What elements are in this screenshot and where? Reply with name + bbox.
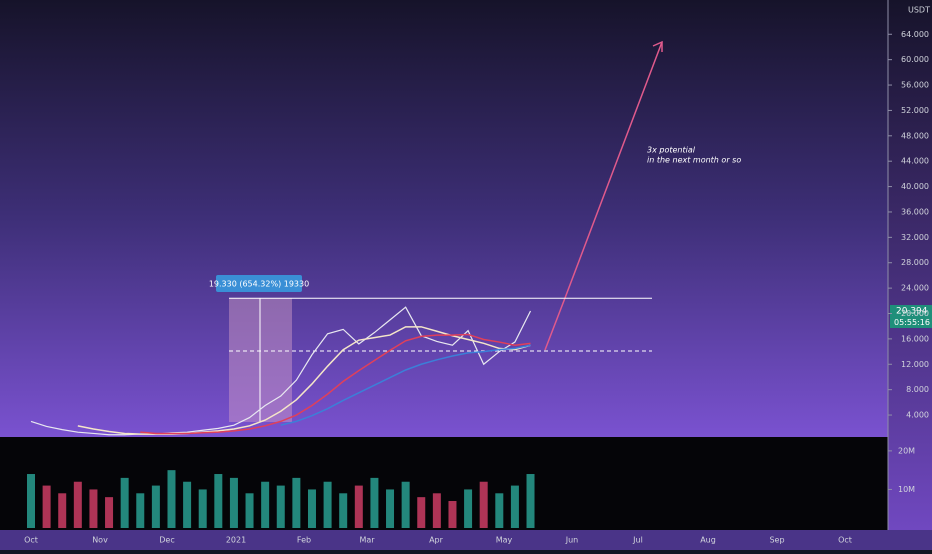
volume-bar <box>136 493 145 528</box>
y-tick-label: 44.000 <box>901 157 929 166</box>
annotation: in the next month or so <box>647 156 741 165</box>
volume-bar <box>229 477 238 528</box>
x-tick-label: 2021 <box>226 536 246 545</box>
volume-tick-label: 20M <box>898 446 915 455</box>
y-tick-label: 64.000 <box>901 30 929 39</box>
volume-bar <box>105 497 114 528</box>
volume-bar <box>73 481 82 528</box>
y-tick-label: 48.000 <box>901 131 929 140</box>
price-label-box <box>890 305 932 317</box>
volume-bar <box>214 474 223 528</box>
x-tick-label: Oct <box>838 536 852 545</box>
measure-label: 19.330 (654.32%) 19330 <box>209 280 309 289</box>
price-pane <box>0 0 888 437</box>
measure-label-box <box>216 275 302 292</box>
series-line <box>280 344 531 426</box>
volume-bar <box>307 489 316 528</box>
volume-bar <box>354 485 363 528</box>
x-tick-label: Dec <box>159 536 174 545</box>
series-line <box>30 306 532 436</box>
y-tick-label: 20.000 <box>901 309 929 318</box>
volume-bar <box>183 481 192 528</box>
y-tick-label: 16.000 <box>901 334 929 343</box>
time-axis <box>0 530 932 550</box>
annotation: 3x potential <box>647 146 696 155</box>
x-tick-label: May <box>496 536 513 545</box>
y-tick-label: 28.000 <box>901 258 929 267</box>
y-tick-label: 12.000 <box>901 360 929 369</box>
volume-bar <box>370 477 379 528</box>
x-tick-label: Aug <box>700 536 716 545</box>
x-tick-label: Jul <box>632 536 643 545</box>
x-tick-label: Mar <box>359 536 375 545</box>
y-tick-label: 4.000 <box>906 411 929 420</box>
volume-bar <box>495 493 504 528</box>
y-tick-label: 40.000 <box>901 182 929 191</box>
x-tick-label: Sep <box>769 536 784 545</box>
volume-bar <box>401 481 410 528</box>
x-tick-label: Apr <box>429 536 444 545</box>
current-price: 20.394 <box>896 307 928 317</box>
volume-bar <box>167 470 176 528</box>
volume-bar <box>432 493 441 528</box>
y-tick-label: 8.000 <box>906 385 929 394</box>
volume-tick-label: 10M <box>898 485 915 494</box>
volume-bar <box>198 489 207 528</box>
volume-pane <box>0 437 888 530</box>
x-tick-label: Feb <box>297 536 311 545</box>
price-axis <box>888 0 932 530</box>
volume-bar <box>261 481 270 528</box>
countdown-box <box>890 317 932 328</box>
x-tick-label: Nov <box>92 536 108 545</box>
currency: USDT <box>908 6 930 15</box>
x-tick-label: Jun <box>565 536 579 545</box>
volume-bar <box>526 474 535 528</box>
countdown: 05:55:16 <box>894 318 930 327</box>
volume-bar <box>510 485 519 528</box>
volume-bar <box>120 477 129 528</box>
series-line <box>140 333 531 435</box>
volume-bar <box>42 485 51 528</box>
volume-bar <box>292 477 301 528</box>
volume-bar <box>276 485 285 528</box>
volume-bar <box>58 493 67 528</box>
volume-bar <box>386 489 395 528</box>
y-tick-label: 32.000 <box>901 233 929 242</box>
y-tick-label: 24.000 <box>901 284 929 293</box>
volume-bar <box>151 485 160 528</box>
volume-bar <box>339 493 348 528</box>
y-tick-label: 36.000 <box>901 207 929 216</box>
y-tick-label: 60.000 <box>901 55 929 64</box>
volume-bar <box>417 497 426 528</box>
volume-bar <box>323 481 332 528</box>
x-tick-label: Oct <box>24 536 38 545</box>
volume-bar <box>464 489 473 528</box>
volume-bar <box>245 493 254 528</box>
y-tick-label: 56.000 <box>901 81 929 90</box>
arrow-head <box>652 40 663 52</box>
volume-bar <box>479 481 488 528</box>
y-tick-label: 52.000 <box>901 106 929 115</box>
volume-bar <box>27 474 35 528</box>
volume-bar <box>89 489 98 528</box>
series-line <box>77 326 531 435</box>
volume-bar <box>448 501 457 528</box>
